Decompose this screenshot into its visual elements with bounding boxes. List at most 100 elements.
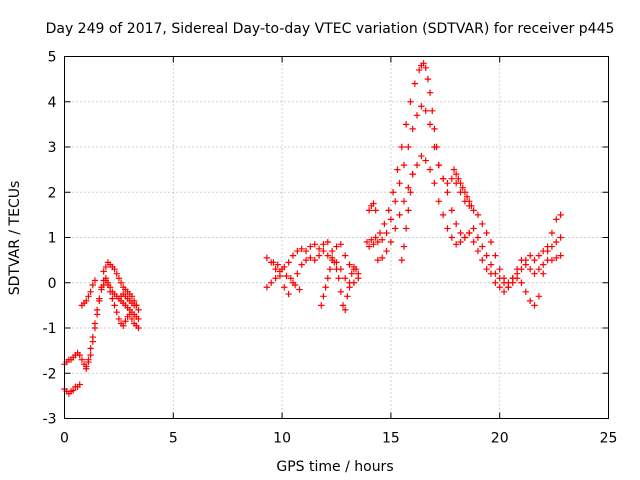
x-tick-label: 20 <box>491 431 509 447</box>
data-point <box>285 290 292 298</box>
data-point <box>405 143 412 151</box>
data-point <box>439 175 447 182</box>
data-point <box>452 241 460 248</box>
data-point <box>355 275 362 282</box>
data-point <box>302 256 310 264</box>
data-point <box>531 302 538 309</box>
data-point <box>455 175 462 182</box>
data-point <box>463 193 471 200</box>
data-point <box>87 351 94 359</box>
data-point <box>526 297 534 305</box>
data-point <box>315 252 323 259</box>
data-point <box>553 216 560 223</box>
series-late-b <box>365 103 564 291</box>
data-point <box>318 302 325 309</box>
data-point <box>104 281 112 289</box>
x-tick-label: 10 <box>273 431 291 447</box>
data-point <box>387 238 395 246</box>
data-point <box>400 243 408 250</box>
data-point <box>135 306 142 314</box>
data-point <box>466 198 473 205</box>
data-point <box>444 225 451 232</box>
data-point <box>435 198 442 205</box>
x-tick-label: 15 <box>382 431 400 447</box>
data-point <box>426 121 434 128</box>
data-point <box>383 247 390 255</box>
data-point <box>324 252 331 259</box>
data-point <box>381 220 388 228</box>
data-point <box>407 98 414 105</box>
data-point <box>398 256 405 264</box>
data-point <box>83 297 90 305</box>
data-point <box>135 315 142 323</box>
data-point <box>326 265 334 273</box>
data-point <box>483 252 490 259</box>
data-point <box>461 234 469 241</box>
data-point <box>557 234 564 241</box>
data-point <box>448 207 456 214</box>
data-point <box>342 252 349 259</box>
data-point <box>294 247 301 255</box>
series-early-low <box>61 381 83 397</box>
data-point <box>122 318 129 325</box>
data-point <box>405 207 412 214</box>
data-point <box>409 170 416 178</box>
data-point <box>102 263 110 271</box>
data-point <box>413 161 421 169</box>
data-point <box>89 333 96 341</box>
series-early-d <box>78 277 99 309</box>
data-point <box>496 265 503 273</box>
data-point <box>333 243 340 250</box>
data-point <box>307 243 314 250</box>
y-tick-label: 3 <box>48 140 57 156</box>
data-point <box>96 295 103 302</box>
data-point <box>115 315 123 323</box>
data-point <box>459 184 466 191</box>
data-point <box>553 238 560 246</box>
data-point <box>422 157 429 164</box>
data-point <box>383 229 390 237</box>
data-point <box>531 270 538 277</box>
data-point <box>285 259 292 266</box>
data-point <box>426 166 434 173</box>
data-point <box>392 198 399 205</box>
data-point <box>307 254 314 262</box>
data-point <box>487 261 495 268</box>
data-point <box>91 320 99 327</box>
data-point <box>557 252 564 259</box>
data-point <box>422 107 429 114</box>
series-late-a <box>363 60 564 309</box>
data-point <box>420 60 427 67</box>
data-point <box>320 241 327 248</box>
data-point <box>509 275 516 282</box>
data-point <box>294 270 301 277</box>
data-point <box>479 256 486 264</box>
data-point <box>346 261 353 268</box>
series-mid-d <box>270 259 303 293</box>
series-early-e <box>117 290 140 309</box>
data-point <box>457 180 464 187</box>
data-point <box>337 288 345 295</box>
data-point <box>363 238 371 246</box>
data-point <box>526 252 534 259</box>
data-points <box>61 60 564 397</box>
y-tick-label: 2 <box>48 185 57 201</box>
data-point <box>372 234 379 241</box>
data-point <box>518 256 525 264</box>
data-point <box>387 216 395 223</box>
series-late-f <box>450 166 475 210</box>
data-point <box>298 261 305 268</box>
data-point <box>76 381 83 388</box>
data-point <box>342 306 349 314</box>
data-point <box>444 189 451 196</box>
grid <box>64 56 609 419</box>
data-point <box>415 66 423 74</box>
data-point <box>448 234 456 241</box>
series-late-c <box>374 152 564 295</box>
data-point <box>553 254 560 262</box>
y-tick-label: -3 <box>43 412 57 428</box>
x-tick-label: 0 <box>60 431 69 447</box>
data-point <box>548 243 556 250</box>
data-point <box>113 308 120 316</box>
data-point <box>418 152 425 160</box>
